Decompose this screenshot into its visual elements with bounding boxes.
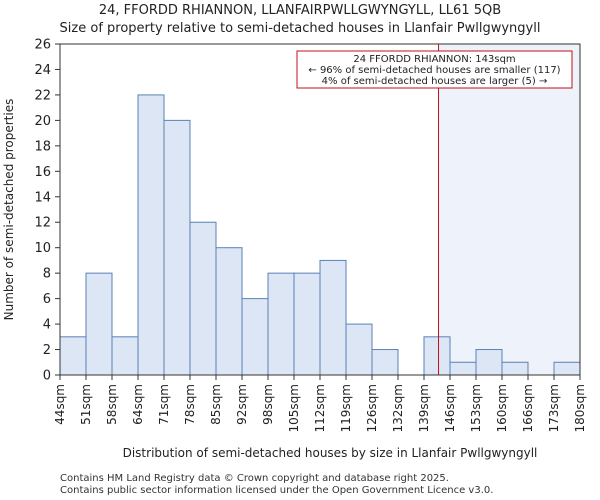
x-tick-label: 132sqm: [391, 384, 405, 432]
y-tick-label: 18: [34, 139, 51, 154]
y-tick-label: 0: [43, 369, 51, 384]
y-tick-label: 22: [34, 88, 51, 103]
histogram-bar: [319, 259, 347, 376]
histogram-bar: [423, 336, 451, 376]
y-tick-label: 14: [34, 190, 51, 205]
x-tick-label: 153sqm: [469, 384, 483, 432]
histogram-bar: [111, 336, 139, 376]
histogram-bar: [215, 247, 243, 376]
histogram-bar: [59, 336, 87, 376]
histogram-bar: [241, 298, 269, 376]
histogram-bar: [267, 272, 295, 376]
histogram-bar: [501, 361, 529, 376]
x-tick-label: 92sqm: [235, 384, 249, 425]
x-axis-label: Distribution of semi-detached houses by …: [123, 446, 538, 460]
x-tick-label: 105sqm: [287, 384, 301, 432]
x-tick-label: 112sqm: [313, 384, 327, 432]
histogram-bar: [371, 349, 399, 376]
x-tick-label: 85sqm: [209, 384, 223, 425]
y-tick-label: 8: [43, 267, 51, 282]
histogram-bar: [449, 361, 477, 376]
histogram-bar: [85, 272, 113, 376]
histogram-bar: [475, 349, 503, 376]
y-tick-label: 16: [34, 165, 51, 180]
x-tick-label: 78sqm: [183, 384, 197, 425]
y-tick-label: 12: [34, 216, 51, 231]
x-tick-label: 119sqm: [339, 384, 353, 432]
annotation-line-2: ← 96% of semi-detached houses are smalle…: [308, 65, 560, 76]
x-tick-label: 146sqm: [443, 384, 457, 432]
annotation-line-1: 24 FFORDD RHIANNON: 143sqm: [353, 54, 515, 65]
x-tick-label: 51sqm: [79, 384, 93, 425]
x-tick-label: 98sqm: [261, 384, 275, 425]
histogram-bar: [137, 94, 165, 376]
x-tick-label: 44sqm: [53, 384, 67, 425]
x-tick-label: 71sqm: [157, 384, 171, 425]
annotation-line-3: 4% of semi-detached houses are larger (5…: [322, 76, 548, 87]
x-tick-label: 173sqm: [547, 384, 561, 432]
x-tick-label: 139sqm: [417, 384, 431, 432]
y-tick-label: 20: [34, 114, 51, 129]
y-tick-label: 26: [34, 38, 51, 53]
footer-line-2: Contains public sector information licen…: [60, 485, 494, 496]
chart-title: 24, FFORDD RHIANNON, LLANFAIRPWLLGWYNGYL…: [98, 3, 502, 18]
x-tick-label: 166sqm: [521, 384, 535, 432]
y-tick-label: 10: [34, 241, 51, 256]
y-tick-label: 6: [43, 292, 51, 307]
y-tick-label: 24: [34, 63, 51, 78]
x-tick-label: 160sqm: [495, 384, 509, 432]
highlight-region: [438, 44, 580, 375]
x-tick-label: 58sqm: [105, 384, 119, 425]
chart-subtitle: Size of property relative to semi-detach…: [59, 21, 541, 36]
footer-line-1: Contains HM Land Registry data © Crown c…: [60, 473, 449, 484]
plot-frame: [59, 43, 581, 376]
y-axis-label: Number of semi-detached properties: [2, 99, 16, 321]
histogram-bar: [345, 323, 373, 376]
annotation-box: 24 FFORDD RHIANNON: 143sqm ← 96% of semi…: [296, 50, 573, 89]
y-tick-label: 2: [43, 343, 51, 358]
histogram-bar: [293, 272, 321, 376]
x-tick-label: 126sqm: [365, 384, 379, 432]
x-tick-label: 64sqm: [131, 384, 145, 425]
histogram-bar: [553, 361, 581, 376]
x-tick-label: 180sqm: [573, 384, 587, 432]
y-tick-label: 4: [43, 318, 51, 333]
histogram-bar: [163, 119, 191, 376]
histogram-bar: [189, 221, 217, 376]
